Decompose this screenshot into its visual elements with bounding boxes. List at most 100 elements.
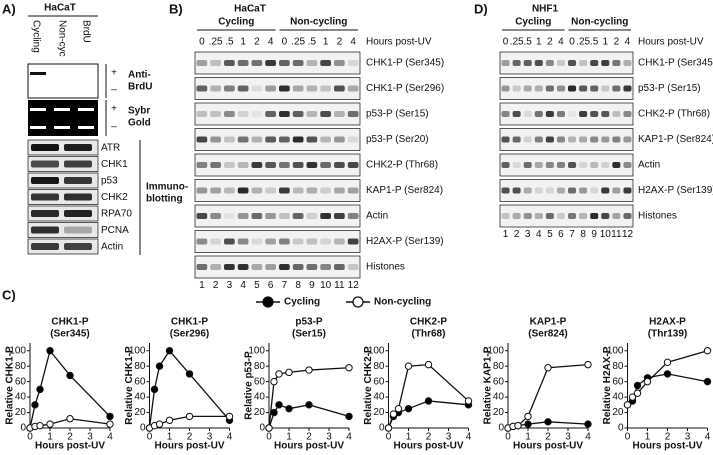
band bbox=[196, 60, 208, 66]
label: 3 bbox=[685, 432, 691, 443]
band bbox=[251, 111, 263, 117]
label: 3 bbox=[565, 432, 571, 443]
label: .25 bbox=[209, 37, 223, 48]
label: 1 bbox=[199, 280, 205, 291]
label: 80 bbox=[493, 361, 505, 372]
label: 40 bbox=[134, 392, 146, 403]
label: Histones bbox=[366, 262, 405, 273]
band bbox=[251, 162, 263, 168]
band bbox=[292, 60, 304, 66]
label: 10 bbox=[320, 280, 332, 291]
band bbox=[64, 144, 92, 151]
band bbox=[545, 85, 554, 92]
band bbox=[210, 264, 221, 270]
label: 1 bbox=[323, 37, 329, 48]
band bbox=[306, 187, 318, 194]
band bbox=[623, 136, 632, 143]
band bbox=[556, 187, 565, 194]
band bbox=[306, 60, 318, 66]
blot-row bbox=[194, 102, 361, 126]
band bbox=[31, 160, 59, 168]
label: 0 bbox=[505, 432, 511, 443]
band bbox=[568, 187, 577, 194]
band bbox=[623, 85, 632, 92]
band bbox=[306, 162, 318, 168]
label: Hours post-UV bbox=[394, 441, 464, 452]
band bbox=[31, 177, 59, 184]
band bbox=[292, 85, 304, 92]
label: CHK1 bbox=[101, 159, 128, 170]
label: 1 bbox=[167, 432, 173, 443]
label: 2 bbox=[67, 432, 73, 443]
label: – bbox=[111, 85, 117, 96]
label: H2AX-P (Ser139) bbox=[638, 185, 713, 196]
label: 2 bbox=[213, 280, 219, 291]
band bbox=[237, 238, 249, 245]
label: NHF1 bbox=[532, 4, 559, 15]
label: 3 bbox=[207, 432, 213, 443]
point bbox=[663, 370, 672, 378]
label: HaCaT bbox=[44, 3, 76, 14]
band bbox=[347, 213, 359, 219]
band bbox=[251, 187, 263, 194]
series-line bbox=[29, 349, 111, 429]
label: p53-P bbox=[295, 317, 323, 328]
band bbox=[251, 85, 263, 92]
band bbox=[251, 213, 263, 219]
label: 2 bbox=[614, 37, 620, 48]
band bbox=[545, 162, 554, 168]
band bbox=[251, 136, 263, 143]
label: 100 bbox=[9, 345, 26, 356]
label: 0 bbox=[498, 423, 504, 434]
label: 12 bbox=[622, 229, 634, 240]
point bbox=[165, 347, 174, 355]
point bbox=[584, 420, 592, 428]
blot-row bbox=[194, 128, 361, 151]
band bbox=[292, 162, 304, 168]
label: Actin bbox=[638, 160, 660, 171]
label: .5 bbox=[524, 37, 533, 48]
band bbox=[265, 264, 276, 270]
band bbox=[579, 213, 588, 219]
label: Gold bbox=[128, 118, 151, 129]
label: 1 bbox=[525, 432, 531, 443]
label: CHK2-P (Thr68) bbox=[366, 160, 438, 171]
band bbox=[512, 213, 521, 219]
point bbox=[424, 397, 433, 405]
point bbox=[66, 415, 74, 423]
band bbox=[579, 136, 588, 143]
label: Sybr bbox=[128, 106, 150, 117]
label: 40 bbox=[493, 392, 505, 403]
label: 2 bbox=[426, 432, 432, 443]
band bbox=[210, 111, 221, 117]
band bbox=[334, 136, 345, 143]
band bbox=[590, 136, 599, 143]
label: 2 bbox=[545, 432, 551, 443]
point bbox=[524, 420, 532, 428]
label: 1 bbox=[645, 432, 651, 443]
label: A) bbox=[2, 1, 16, 16]
brdu-band bbox=[30, 72, 46, 75]
band bbox=[224, 187, 235, 194]
label: 60 bbox=[254, 376, 266, 387]
label: 3 bbox=[326, 432, 332, 443]
label: Anti- bbox=[128, 70, 151, 81]
point bbox=[389, 410, 398, 418]
point bbox=[36, 385, 44, 394]
label: 1 bbox=[536, 37, 542, 48]
label: 20 bbox=[254, 407, 266, 418]
band bbox=[523, 213, 532, 219]
band bbox=[237, 136, 249, 143]
label: 40 bbox=[254, 392, 266, 403]
band bbox=[31, 243, 59, 250]
band bbox=[512, 111, 521, 117]
label: PCNA bbox=[101, 225, 129, 236]
band bbox=[306, 238, 318, 245]
label: 1 bbox=[406, 432, 412, 443]
band bbox=[579, 187, 588, 194]
blot-row bbox=[194, 230, 361, 253]
band bbox=[64, 226, 92, 234]
band bbox=[224, 136, 235, 143]
sybr-blot bbox=[28, 100, 98, 136]
